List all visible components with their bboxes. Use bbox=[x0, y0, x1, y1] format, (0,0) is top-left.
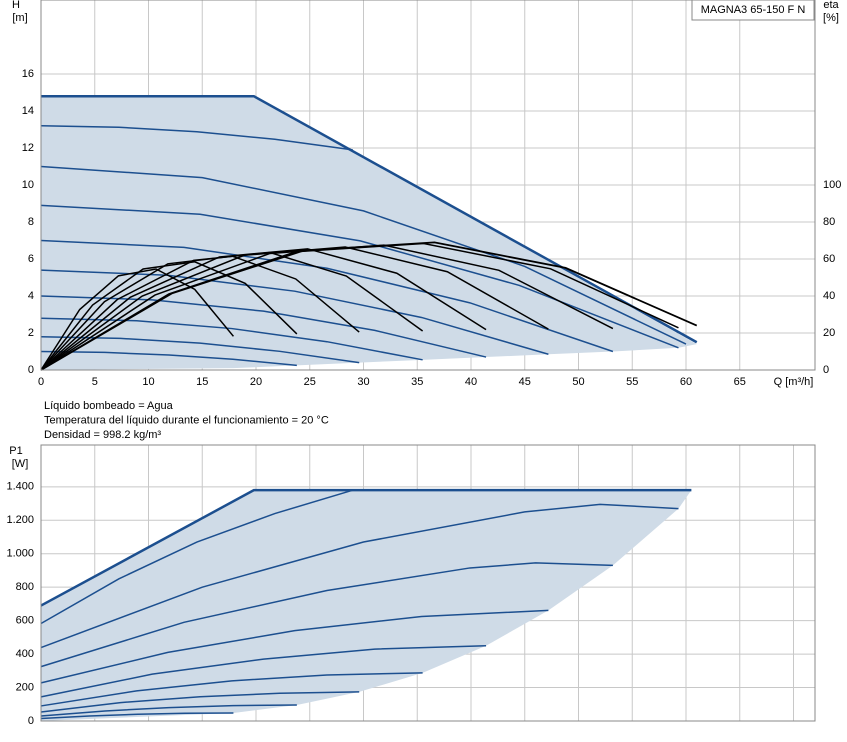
y2-axis-unit: [%] bbox=[823, 12, 839, 24]
y-tick-label: 14 bbox=[22, 105, 34, 117]
curve bbox=[40, 691, 360, 713]
curve bbox=[40, 350, 297, 367]
x-tick-label: 40 bbox=[465, 376, 477, 388]
y2-tick-label: 80 bbox=[823, 216, 835, 228]
plot-frame bbox=[40, 444, 816, 722]
curve bbox=[40, 261, 298, 371]
y-axis-label: H bbox=[12, 0, 20, 11]
x-tick-label: 25 bbox=[304, 376, 316, 388]
curve bbox=[40, 295, 487, 358]
curve bbox=[40, 672, 423, 707]
curve bbox=[40, 704, 297, 717]
curve bbox=[40, 125, 353, 151]
y-axis-unit: [W] bbox=[12, 458, 29, 470]
plot-frame bbox=[40, 0, 816, 371]
x-tick-label: 15 bbox=[196, 376, 208, 388]
note: Líquido bombeado = Agua bbox=[44, 400, 174, 412]
x-tick-label: 60 bbox=[680, 376, 692, 388]
x-tick-label: 50 bbox=[572, 376, 584, 388]
x-tick-label: 35 bbox=[411, 376, 423, 388]
y-tick-label: 800 bbox=[16, 581, 34, 593]
y-tick-label: 0 bbox=[28, 715, 34, 727]
curve bbox=[40, 269, 549, 355]
y-axis-unit: [m] bbox=[12, 12, 27, 24]
y-tick-label: 16 bbox=[22, 68, 34, 80]
curve bbox=[40, 317, 423, 361]
legend-text: MAGNA3 65-150 F N bbox=[701, 4, 806, 16]
y-axis-label: P1 bbox=[9, 445, 22, 457]
curve bbox=[40, 609, 549, 684]
x-tick-label: 30 bbox=[357, 376, 369, 388]
curve bbox=[40, 204, 679, 349]
y2-tick-label: 20 bbox=[823, 327, 835, 339]
x-tick-label: 5 bbox=[92, 376, 98, 388]
y-tick-label: 12 bbox=[22, 142, 34, 154]
y-tick-label: 400 bbox=[16, 648, 34, 660]
x-tick-label: 0 bbox=[38, 376, 44, 388]
curve bbox=[41, 94, 698, 344]
legend-box bbox=[691, 0, 815, 21]
y-tick-label: 6 bbox=[28, 253, 34, 265]
y2-axis-label: eta bbox=[823, 0, 839, 11]
curve bbox=[40, 644, 487, 698]
x-tick-label: 65 bbox=[734, 376, 746, 388]
x-axis-label: Q [m³/h] bbox=[774, 376, 814, 388]
y-tick-label: 8 bbox=[28, 216, 34, 228]
y-tick-label: 1.200 bbox=[6, 514, 34, 526]
y2-tick-label: 40 bbox=[823, 290, 835, 302]
y2-tick-label: 100 bbox=[823, 179, 841, 191]
curve bbox=[40, 239, 614, 353]
curve bbox=[40, 503, 679, 649]
y-tick-label: 4 bbox=[28, 290, 34, 302]
curve bbox=[40, 165, 687, 345]
y-tick-label: 1.400 bbox=[6, 481, 34, 493]
y-tick-label: 2 bbox=[28, 327, 34, 339]
curve bbox=[40, 712, 234, 720]
x-tick-label: 55 bbox=[626, 376, 638, 388]
y-tick-label: 0 bbox=[28, 364, 34, 376]
y-tick-label: 600 bbox=[16, 615, 34, 627]
y-tick-label: 10 bbox=[22, 179, 34, 191]
note: Temperatura del líquido durante el funci… bbox=[44, 414, 329, 426]
x-tick-label: 45 bbox=[519, 376, 531, 388]
curve bbox=[40, 488, 692, 607]
curve bbox=[40, 248, 487, 371]
y2-tick-label: 0 bbox=[823, 364, 829, 376]
y2-tick-label: 60 bbox=[823, 253, 835, 265]
curve bbox=[40, 489, 353, 625]
curve bbox=[40, 241, 698, 371]
x-tick-label: 10 bbox=[142, 376, 154, 388]
curve bbox=[40, 562, 613, 668]
y-tick-label: 200 bbox=[16, 681, 34, 693]
operating-area bbox=[41, 490, 692, 721]
x-tick-label: 20 bbox=[250, 376, 262, 388]
note: Densidad = 998.2 kg/m³ bbox=[44, 429, 161, 441]
y-tick-label: 1.000 bbox=[6, 548, 34, 560]
